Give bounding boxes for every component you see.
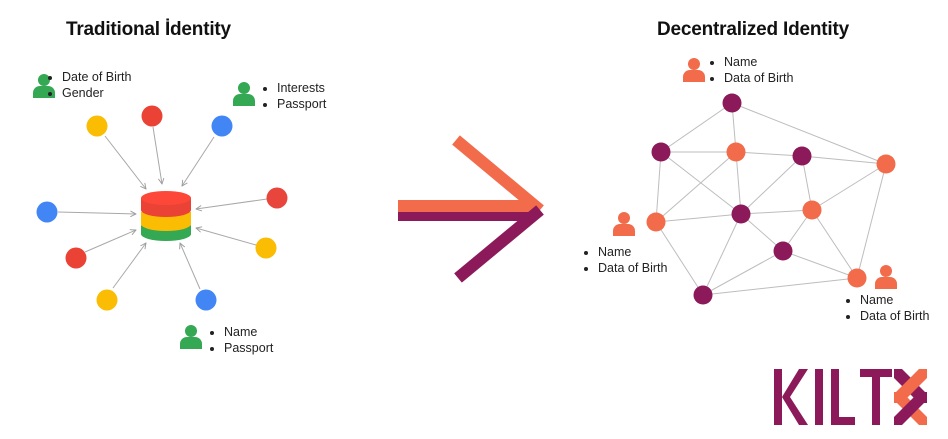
mesh-node	[773, 241, 793, 261]
attribute-item: Data of Birth	[860, 309, 929, 325]
attribute-item: Name	[860, 293, 929, 309]
attribute-item: Gender	[62, 86, 131, 102]
user-icon	[875, 265, 897, 289]
attribute-list: Name Data of Birth	[706, 55, 793, 86]
mesh-node	[722, 93, 742, 113]
attribute-item: Passport	[224, 341, 273, 357]
traditional-identity-title: Traditional İdentity	[66, 19, 231, 40]
attribute-item: Interests	[277, 81, 326, 97]
mesh-node	[651, 142, 671, 162]
decentralized-mesh-edges	[655, 102, 887, 296]
user-icon	[233, 82, 255, 106]
attribute-list: Interests Passport	[259, 81, 326, 112]
mesh-node	[802, 200, 822, 220]
identity-node	[211, 115, 233, 137]
transition-arrow-icon	[398, 135, 544, 283]
identity-node	[86, 115, 108, 137]
attribute-item: Name	[724, 55, 793, 71]
identity-node	[141, 105, 163, 127]
user-icon	[613, 212, 635, 236]
spoke	[196, 228, 257, 246]
mesh-node	[792, 146, 812, 166]
spoke	[182, 136, 215, 186]
attribute-item: Name	[598, 245, 667, 261]
attribute-list: Name Data of Birth	[580, 245, 667, 276]
attribute-item: Name	[224, 325, 273, 341]
mesh-node	[731, 204, 751, 224]
attribute-item: Data of Birth	[598, 261, 667, 277]
spoke	[180, 243, 201, 290]
decentralized-identity-title: Decentralized Identity	[657, 19, 849, 40]
user-icon	[33, 74, 55, 98]
identity-node	[36, 201, 58, 223]
spoke	[112, 243, 146, 289]
attribute-list: Date of Birth Gender	[44, 70, 131, 101]
attribute-list: Name Passport	[206, 325, 273, 356]
identity-node	[96, 289, 118, 311]
spoke	[104, 135, 146, 189]
user-icon	[683, 58, 705, 82]
spoke	[152, 126, 162, 184]
user-icon	[180, 325, 202, 349]
mesh-node	[847, 268, 867, 288]
mesh-node	[726, 142, 746, 162]
kilt-logo	[774, 369, 927, 425]
mesh-node	[876, 154, 896, 174]
attribute-list: Name Data of Birth	[842, 293, 929, 324]
identity-node	[266, 187, 288, 209]
identity-node	[255, 237, 277, 259]
spoke	[57, 212, 136, 214]
spoke	[84, 230, 136, 253]
attribute-item: Date of Birth	[62, 70, 131, 86]
mesh-node	[646, 212, 666, 232]
attribute-item: Passport	[277, 97, 326, 113]
attribute-item: Data of Birth	[724, 71, 793, 87]
spoke	[196, 198, 268, 209]
centralized-nodes	[36, 105, 288, 311]
mesh-node	[693, 285, 713, 305]
centralized-spokes	[57, 126, 268, 290]
decentralized-mesh-nodes	[646, 93, 896, 305]
identity-node	[65, 247, 87, 269]
central-database-icon	[141, 191, 191, 241]
identity-node	[195, 289, 217, 311]
